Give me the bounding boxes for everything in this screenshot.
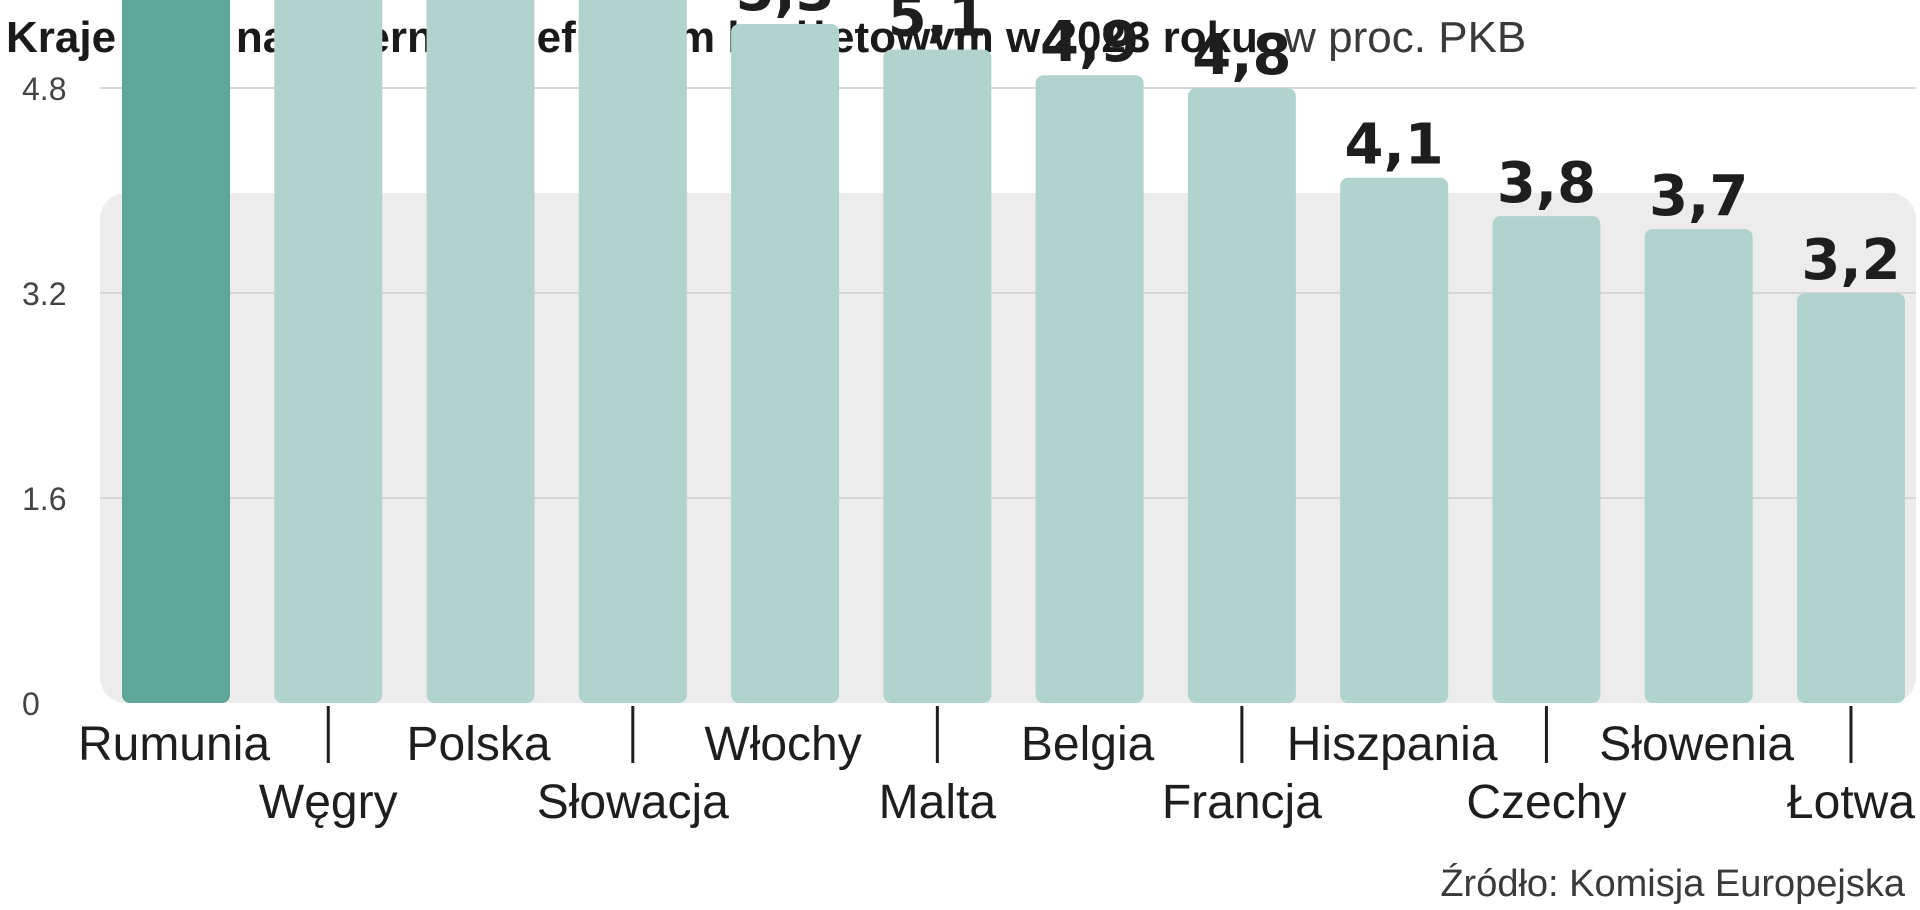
category-label: Słowenia: [1599, 718, 1794, 771]
bar: [274, 0, 383, 703]
category-label: Łotwa: [1787, 776, 1915, 829]
category-label: Francja: [1162, 776, 1322, 829]
value-label: 3,2: [1801, 228, 1900, 293]
value-label: 4,9: [1040, 10, 1139, 75]
bar: [883, 49, 992, 703]
value-labels: 6,35,85,85,75,35,14,94,84,13,83,73,2: [735, 0, 1900, 293]
source-note: Źródło: Komisja Europejska: [1440, 862, 1906, 905]
category-label: Polska: [407, 718, 551, 771]
category-label: Malta: [879, 776, 997, 829]
bar: [1492, 216, 1601, 703]
category-label: Czechy: [1466, 776, 1626, 829]
value-label: 5,1: [888, 0, 987, 50]
category-label: Słowacja: [537, 776, 729, 829]
category-label: Hiszpania: [1287, 718, 1498, 771]
category-label: Włochy: [704, 718, 861, 771]
y-tick-label: 4.8: [22, 71, 66, 107]
bar: [1644, 228, 1753, 703]
chart-subtitle: w proc. PKB: [1283, 13, 1526, 62]
plot-background: [100, 193, 1916, 703]
value-label: 5,3: [735, 0, 834, 24]
gridlines: [100, 87, 1916, 499]
bar: [731, 23, 840, 703]
bar: [1796, 293, 1905, 703]
bar: [578, 0, 687, 703]
bar: [426, 0, 535, 703]
category-label: Węgry: [259, 776, 398, 829]
value-label: 3,8: [1497, 151, 1596, 216]
y-tick-label: 3.2: [22, 276, 66, 312]
y-tick-label: 0: [22, 686, 40, 722]
bars: [122, 0, 1905, 703]
category-label: Rumunia: [78, 718, 270, 771]
y-tick-label: 1.6: [22, 481, 66, 517]
category-label: Belgia: [1021, 718, 1155, 771]
bar: [1035, 75, 1144, 703]
bar: [122, 0, 230, 703]
y-axis-ticks: 01.63.24.86.4: [22, 71, 66, 722]
category-separators: [326, 706, 1853, 763]
bar: [1340, 177, 1449, 703]
value-label: 3,7: [1649, 164, 1748, 229]
value-label: 4,1: [1345, 113, 1444, 178]
value-label: 4,8: [1192, 23, 1291, 88]
plot-background-layer: [100, 193, 1916, 703]
bar: [1187, 88, 1296, 703]
